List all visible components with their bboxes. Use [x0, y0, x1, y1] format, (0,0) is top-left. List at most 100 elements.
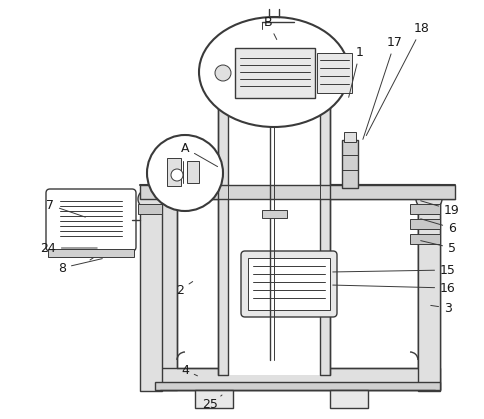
Point	[433, 192, 440, 199]
Point	[405, 385, 413, 392]
Point	[184, 191, 192, 197]
Point	[419, 270, 426, 277]
Point	[430, 362, 438, 368]
Point	[142, 253, 150, 260]
Point	[325, 101, 333, 108]
Point	[430, 334, 438, 341]
Point	[167, 344, 175, 351]
Point	[167, 359, 175, 365]
Point	[141, 294, 149, 301]
Point	[423, 369, 431, 375]
Point	[172, 237, 180, 243]
Point	[304, 376, 312, 383]
Point	[152, 192, 160, 199]
Point	[408, 207, 416, 214]
Point	[242, 191, 249, 198]
Point	[254, 189, 262, 196]
Point	[217, 156, 225, 163]
Point	[362, 382, 369, 388]
Point	[276, 382, 284, 389]
Point	[288, 375, 296, 382]
Point	[140, 302, 148, 308]
Point	[200, 366, 208, 372]
Point	[350, 183, 358, 190]
Point	[318, 378, 326, 385]
Point	[144, 279, 151, 286]
Point	[423, 348, 431, 355]
Point	[160, 313, 168, 319]
Point	[149, 273, 156, 280]
Point	[398, 383, 406, 390]
Point	[322, 182, 330, 189]
Point	[251, 187, 258, 194]
Point	[318, 292, 325, 299]
Point	[339, 368, 347, 375]
Point	[138, 339, 146, 345]
Point	[271, 382, 279, 389]
Point	[144, 333, 152, 340]
Point	[164, 268, 172, 275]
Point	[257, 373, 265, 380]
Point	[206, 380, 214, 387]
Bar	[344, 132, 356, 142]
Point	[170, 296, 178, 303]
Point	[151, 262, 159, 269]
Point	[392, 384, 399, 391]
Point	[162, 357, 170, 363]
Point	[338, 375, 346, 382]
Point	[299, 187, 306, 194]
Point	[151, 293, 159, 300]
Point	[149, 221, 156, 228]
Bar	[155, 368, 440, 390]
Point	[425, 308, 433, 315]
Point	[319, 232, 327, 238]
Point	[322, 344, 330, 351]
Point	[432, 328, 439, 334]
Point	[426, 309, 434, 316]
Point	[430, 385, 438, 392]
Point	[175, 384, 182, 391]
Point	[167, 239, 175, 246]
Point	[416, 331, 424, 338]
Point	[158, 279, 166, 285]
Point	[434, 382, 442, 389]
Point	[194, 186, 202, 192]
Point	[219, 383, 227, 390]
Point	[423, 305, 430, 312]
Point	[421, 210, 428, 216]
Point	[226, 192, 233, 199]
Point	[151, 202, 159, 209]
Point	[171, 314, 179, 321]
Point	[216, 134, 224, 140]
Point	[170, 277, 178, 283]
Point	[289, 380, 297, 387]
Point	[158, 281, 166, 288]
Point	[356, 369, 363, 376]
Point	[311, 369, 319, 376]
Point	[420, 221, 428, 228]
Point	[139, 243, 147, 250]
Point	[161, 341, 169, 347]
Point	[144, 347, 152, 353]
Point	[156, 274, 164, 281]
Point	[321, 365, 329, 372]
Point	[323, 248, 331, 255]
Point	[194, 370, 201, 376]
Point	[322, 188, 330, 195]
Point	[273, 372, 281, 378]
Point	[311, 383, 319, 390]
Point	[419, 225, 426, 231]
Point	[275, 185, 283, 192]
Point	[162, 210, 170, 216]
Point	[168, 190, 176, 197]
Point	[271, 193, 279, 199]
Point	[353, 383, 361, 390]
Point	[286, 384, 293, 391]
Point	[421, 309, 428, 316]
Point	[428, 321, 436, 327]
Point	[154, 187, 162, 194]
Point	[299, 186, 307, 192]
Point	[424, 222, 432, 229]
Point	[149, 256, 156, 263]
Point	[247, 370, 255, 377]
